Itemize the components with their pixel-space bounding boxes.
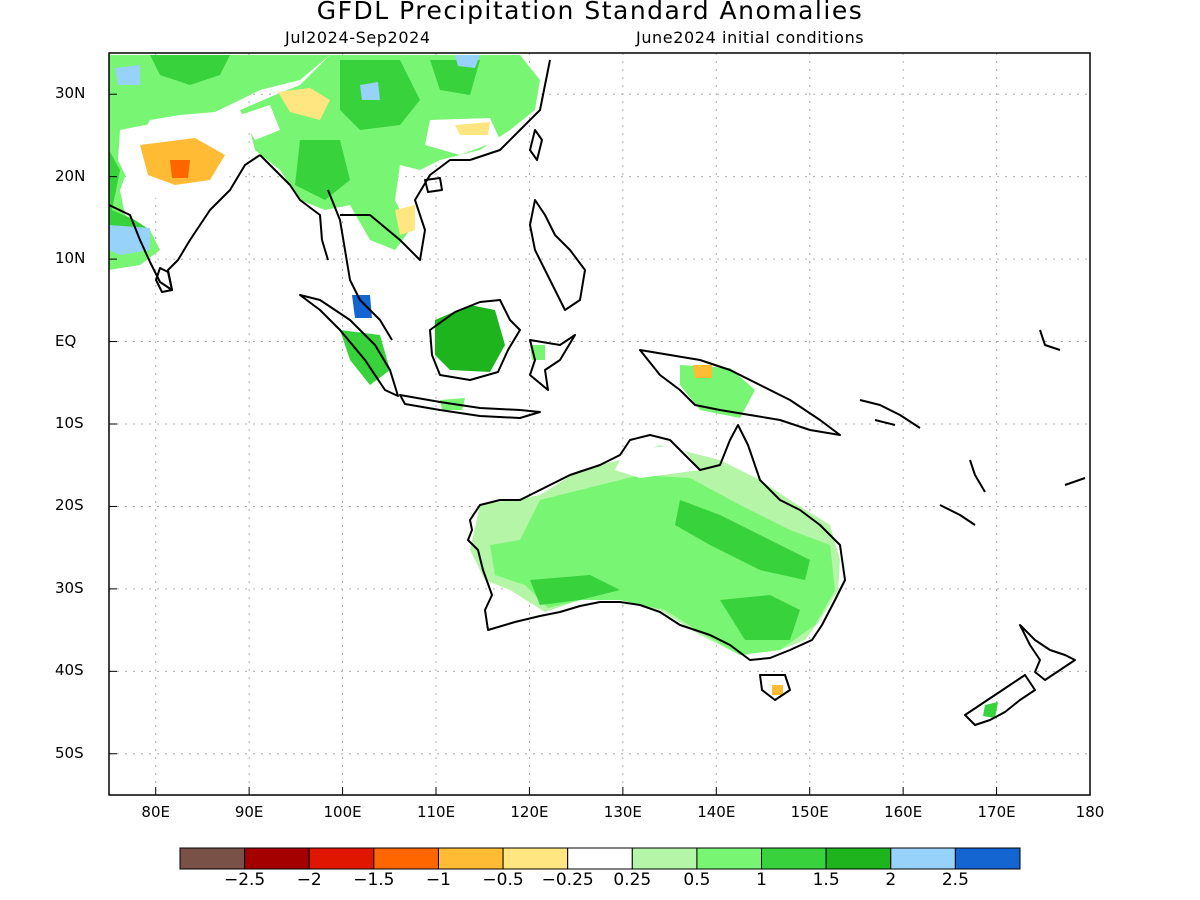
borneo-coast — [429, 299, 521, 381]
china-light-blue — [360, 55, 480, 100]
china-strong-wet — [295, 60, 480, 200]
map-gridlines — [109, 53, 1091, 795]
india-coast — [109, 154, 261, 291]
new-zealand-wet — [983, 702, 998, 718]
new-zealand-north-coast — [1019, 624, 1076, 681]
latitude-label: 40S — [55, 661, 84, 680]
china-dry-patch — [240, 105, 500, 155]
malaysia-blue — [352, 295, 372, 318]
indochina-coast — [340, 159, 470, 261]
new-guinea-dry — [693, 365, 712, 378]
colorbar-label: 1.5 — [812, 870, 840, 890]
tasmania-coast — [759, 674, 791, 701]
longitude-label: 180 — [1075, 803, 1105, 821]
india-strong-wet — [109, 55, 230, 230]
longitude-label: 130E — [603, 803, 642, 821]
sulawesi-coast — [529, 334, 576, 391]
forecast-period: Jul2024-Sep2024 — [285, 28, 431, 47]
longitude-label: 90E — [234, 803, 264, 821]
malay-peninsula-coast — [327, 189, 393, 341]
borneo-wet — [435, 305, 505, 372]
latitude-label: 20S — [55, 496, 84, 515]
bay-of-bengal-coast — [259, 154, 329, 261]
arabian-sea-light-blue — [109, 65, 150, 255]
initial-conditions: June2024 initial conditions — [636, 28, 865, 47]
longitude-label: 110E — [416, 803, 456, 821]
australia-coast — [467, 424, 846, 661]
colorbar-label: −2 — [296, 870, 322, 890]
australia-north-white — [615, 445, 700, 478]
sri-lanka-coast — [155, 267, 173, 293]
latitude-label: 50S — [55, 743, 84, 762]
colorbar-label: 0.5 — [683, 870, 711, 890]
colorbar-label: −0.25 — [541, 870, 594, 890]
java-coast — [399, 394, 541, 419]
map-title: GFDL Precipitation Standard Anomalies — [316, 0, 864, 25]
axis-ticks — [109, 93, 1091, 795]
longitude-label: 140E — [697, 803, 736, 821]
coastlines — [109, 59, 1086, 726]
india-wet-region — [109, 55, 330, 270]
sumatra-coast — [299, 294, 399, 397]
latitude-label: 10N — [55, 249, 86, 268]
colorbar-label: −0.5 — [482, 870, 524, 890]
pacific-islands — [939, 329, 1086, 526]
australia-strong-wet — [530, 500, 810, 640]
taiwan-coast — [529, 129, 543, 161]
solomon-islands-coast — [859, 399, 921, 429]
colorbar-label: −2.5 — [223, 870, 266, 890]
latitude-label: 20N — [55, 166, 86, 185]
china-coast — [469, 59, 551, 161]
latitude-label: 10S — [55, 414, 84, 432]
colorbar-label: 1 — [756, 870, 767, 890]
colorbar-label: 0.25 — [613, 870, 652, 890]
longitude-label: 120E — [510, 803, 549, 821]
hainan-coast — [424, 177, 443, 193]
colorbar-label: 2.5 — [941, 870, 969, 890]
longitude-label: 170E — [977, 803, 1016, 821]
longitude-label: 160E — [884, 803, 923, 821]
latitude-label: 30S — [55, 578, 84, 597]
longitude-label: 100E — [323, 803, 362, 821]
tasmania-dry — [772, 685, 783, 695]
new-guinea-coast — [639, 349, 841, 436]
latitude-label: 30N — [55, 84, 86, 103]
longitude-label: 150E — [790, 803, 829, 821]
colorbar-label: −1 — [425, 870, 451, 890]
colorbar-label: 2 — [885, 870, 897, 890]
tibet-dry-anomaly — [278, 88, 490, 235]
india-strong-dry — [170, 160, 190, 178]
longitude-label: 80E — [141, 803, 170, 821]
anomaly-fields — [109, 55, 998, 718]
latitude-label: EQ — [55, 331, 77, 350]
philippines-coast — [529, 199, 586, 311]
colorbar-label: −1.5 — [353, 870, 395, 890]
new-zealand-south-coast — [964, 674, 1036, 726]
